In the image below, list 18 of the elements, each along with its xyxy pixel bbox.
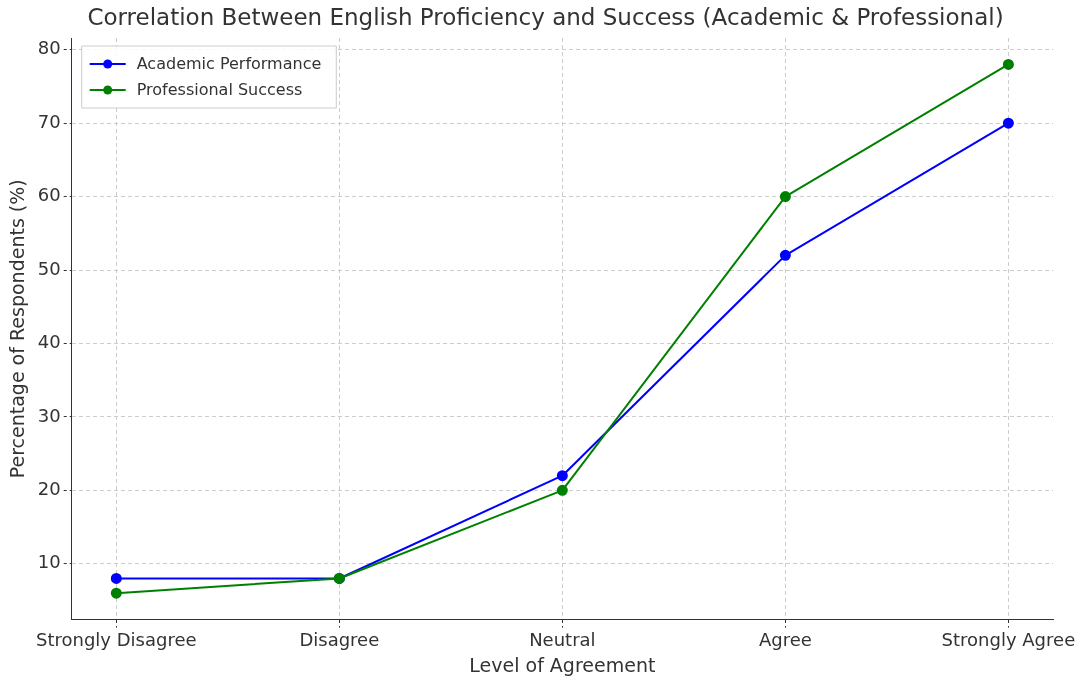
legend-label: Academic Performance [136,54,322,74]
chart-title: Correlation Between English Proficiency and Success (Academic & Professional) [86,4,1005,30]
x-tick-label: Disagree [299,629,380,651]
x-tick-label: Strongly Disagree [36,629,197,651]
x-tick-label: Strongly Agree [941,629,1076,651]
x-tick-label: Agree [758,629,812,651]
y-tick-label: 50 [37,257,61,279]
y-tick-label: 10 [37,551,61,573]
y-tick-label: 80 [37,37,61,59]
y-tick-label: 20 [37,478,61,500]
y-tick-label: 60 [37,184,61,206]
y-axis-title: Percentage of Respondents (%) [6,179,29,479]
y-tick-label: 70 [37,110,61,132]
x-axis-title: Level of Agreement [469,653,656,676]
legend-label: Professional Success [136,80,303,100]
y-tick-label: 30 [37,404,61,426]
x-tick-label: Neutral [529,629,596,651]
y-tick-label: 40 [37,331,61,353]
